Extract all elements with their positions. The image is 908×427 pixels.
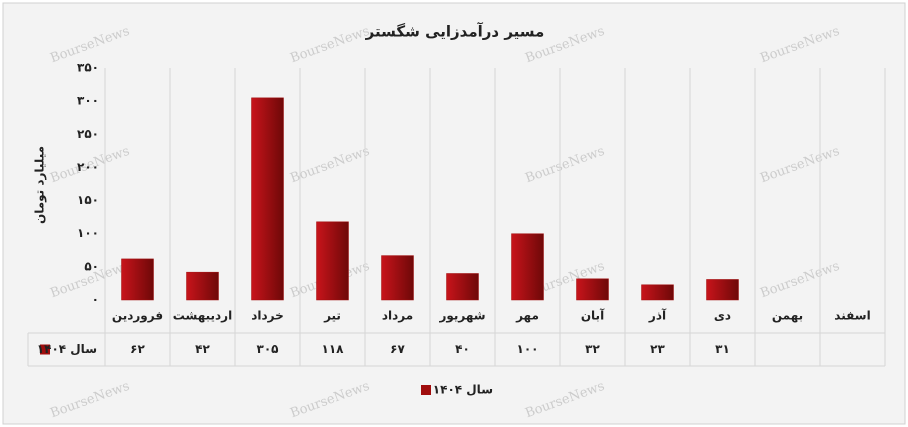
legend-swatch xyxy=(40,344,50,355)
data-label: ۲۳ xyxy=(650,342,665,356)
x-tick-label: اسفند xyxy=(834,309,870,323)
bar xyxy=(186,271,219,301)
bar xyxy=(121,258,154,301)
y-axis-label: میلیارد تومان xyxy=(33,146,48,224)
bar xyxy=(381,255,414,301)
x-tick-label: دی xyxy=(714,309,731,323)
bar xyxy=(251,97,284,301)
y-tick-label: ۲۰۰ xyxy=(77,160,99,174)
data-label: ۱۰۰ xyxy=(517,342,539,356)
data-label: ۴۰ xyxy=(455,342,470,356)
x-tick-label: تیر xyxy=(323,309,341,323)
bar xyxy=(641,284,674,301)
bar xyxy=(446,273,479,301)
bar xyxy=(576,278,609,301)
y-tick-label: ۵۰ xyxy=(84,259,99,273)
y-tick-label: ۰ xyxy=(92,293,99,307)
data-label: ۳۲ xyxy=(585,342,600,356)
x-tick-label: شهریور xyxy=(438,309,485,324)
x-tick-label: خرداد xyxy=(251,309,284,323)
series-name: سال ۱۴۰۴ xyxy=(37,342,97,356)
bar xyxy=(706,279,739,301)
legend-label: سال ۱۴۰۴ xyxy=(433,383,493,397)
y-tick-label: ۳۵۰ xyxy=(77,61,99,75)
y-tick-label: ۱۰۰ xyxy=(77,226,99,240)
bar xyxy=(511,233,544,301)
x-tick-label: بهمن xyxy=(772,309,803,323)
y-tick-label: ۲۵۰ xyxy=(77,127,99,141)
data-label: ۴۲ xyxy=(195,342,210,356)
data-label: ۶۲ xyxy=(130,342,145,356)
x-tick-label: مرداد xyxy=(382,309,413,323)
legend-swatch xyxy=(421,385,431,395)
y-tick-label: ۱۵۰ xyxy=(77,193,99,207)
x-tick-label: مهر xyxy=(515,309,539,323)
data-label: ۱۱۸ xyxy=(322,342,345,356)
data-label: ۳۱ xyxy=(715,342,730,356)
bar xyxy=(316,221,349,301)
x-tick-label: آذر xyxy=(648,308,667,323)
data-label: ۳۰۵ xyxy=(257,342,279,356)
x-tick-label: اردیبهشت xyxy=(173,309,232,323)
chart-title: مسیر درآمدزایی شگستر xyxy=(365,23,545,41)
x-tick-label: فروردین xyxy=(112,309,163,324)
data-label: ۶۷ xyxy=(390,342,405,356)
y-tick-label: ۳۰۰ xyxy=(77,94,99,108)
x-tick-label: آبان xyxy=(581,308,605,323)
